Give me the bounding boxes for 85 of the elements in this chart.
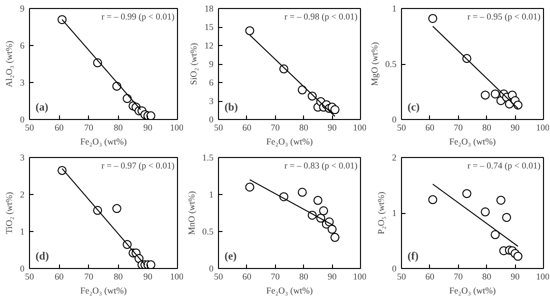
- y-axis-title: TiO₂ (wt%): [4, 192, 14, 234]
- y-axis-title: P₂O₅ (wt%): [376, 192, 386, 234]
- x-tick-label: 70: [454, 272, 464, 282]
- x-tick-label: 70: [454, 122, 464, 132]
- y-tick-label: 0: [209, 114, 214, 124]
- x-tick-label: 100: [170, 272, 184, 282]
- x-tick-label: 90: [143, 272, 153, 282]
- y-tick-label: 1.5: [202, 152, 214, 162]
- x-axis-title: Fe₂O₃ (wt%): [449, 286, 496, 296]
- annotation: (a): [36, 102, 49, 114]
- x-tick-label: 60: [242, 122, 252, 132]
- y-tick-label: 1: [392, 4, 396, 14]
- y-tick-label: 18: [204, 4, 214, 14]
- y-tick-label: 3: [20, 152, 25, 162]
- annotation: (b): [224, 102, 238, 114]
- x-tick-label: 70: [270, 272, 280, 282]
- x-tick-label: 100: [536, 122, 550, 132]
- x-tick-label: 90: [510, 122, 520, 132]
- x-tick-label: 80: [114, 272, 124, 282]
- annotation: r = – 0.99 (p < 0.01): [101, 12, 175, 22]
- x-tick-label: 90: [328, 122, 338, 132]
- x-axis-title: Fe₂O₃ (wt%): [266, 136, 313, 146]
- y-tick-label: 2: [20, 190, 24, 200]
- y-tick-label: 9: [209, 59, 214, 69]
- x-tick-label: 80: [299, 122, 309, 132]
- x-axis-title: Fe₂O₃ (wt%): [80, 286, 127, 296]
- y-tick-label: 0.5: [385, 59, 397, 69]
- annotation: r = – 0.95 (p < 0.01): [467, 12, 541, 22]
- annotation: (c): [408, 102, 420, 114]
- y-axis-title: SiO₂ (wt%): [188, 43, 198, 85]
- x-tick-label: 60: [425, 122, 435, 132]
- x-tick-label: 100: [353, 122, 367, 132]
- annotation: r = – 0.83 (p < 0.01): [284, 160, 358, 170]
- annotation: r = – 0.98 (p < 0.01): [284, 12, 358, 22]
- x-tick-label: 60: [54, 122, 64, 132]
- x-tick-label: 50: [25, 272, 34, 282]
- y-tick-label: 1: [392, 208, 396, 218]
- y-tick-label: 9: [20, 4, 25, 14]
- y-tick-label: 0: [392, 114, 397, 124]
- y-axis-title: Al₂O₃ (wt%): [4, 40, 14, 88]
- y-tick-label: 0: [20, 264, 25, 274]
- x-tick-label: 90: [510, 272, 520, 282]
- x-axis-title: Fe₂O₃ (wt%): [266, 286, 313, 296]
- x-tick-label: 80: [114, 122, 124, 132]
- y-tick-label: 1: [209, 190, 214, 200]
- annotation: (e): [224, 250, 238, 262]
- x-tick-label: 60: [425, 272, 435, 282]
- x-tick-label: 50: [214, 122, 224, 132]
- x-tick-label: 70: [84, 122, 94, 132]
- annotation: (d): [36, 250, 50, 262]
- x-tick-label: 90: [328, 272, 338, 282]
- x-tick-label: 50: [397, 272, 406, 282]
- y-tick-label: 0: [392, 264, 397, 274]
- y-tick-label: 0.5: [202, 226, 214, 236]
- x-tick-label: 90: [143, 122, 153, 132]
- x-tick-label: 100: [353, 272, 367, 282]
- annotation: (f): [408, 250, 419, 262]
- x-tick-label: 50: [214, 272, 224, 282]
- y-tick-label: 6: [209, 78, 214, 88]
- y-tick-label: 0: [20, 114, 25, 124]
- x-tick-label: 60: [54, 272, 64, 282]
- x-tick-label: 100: [170, 122, 184, 132]
- y-tick-label: 0: [209, 264, 214, 274]
- y-axis-title: MgO (wt%): [369, 42, 380, 86]
- y-tick-label: 1: [20, 226, 24, 236]
- x-tick-label: 80: [482, 122, 492, 132]
- x-tick-label: 100: [536, 272, 550, 282]
- y-tick-label: 15: [204, 22, 214, 32]
- y-tick-label: 3: [209, 96, 214, 106]
- x-tick-label: 50: [25, 122, 34, 132]
- annotation: r = – 0.74 (p < 0.01): [467, 160, 541, 170]
- x-tick-label: 50: [397, 122, 406, 132]
- y-tick-label: 6: [20, 40, 25, 50]
- x-tick-label: 80: [482, 272, 492, 282]
- x-tick-label: 70: [84, 272, 94, 282]
- y-tick-label: 2: [392, 152, 396, 162]
- annotation: r = – 0.97 (p < 0.01): [101, 160, 175, 170]
- y-tick-label: 3: [20, 78, 25, 88]
- y-tick-label: 12: [204, 40, 214, 50]
- x-axis-title: Fe₂O₃ (wt%): [449, 136, 496, 146]
- x-tick-label: 60: [242, 272, 252, 282]
- x-tick-label: 70: [270, 122, 280, 132]
- x-tick-label: 80: [299, 272, 309, 282]
- y-axis-title: MnO (wt%): [186, 191, 196, 235]
- x-axis-title: Fe₂O₃ (wt%): [80, 136, 127, 146]
